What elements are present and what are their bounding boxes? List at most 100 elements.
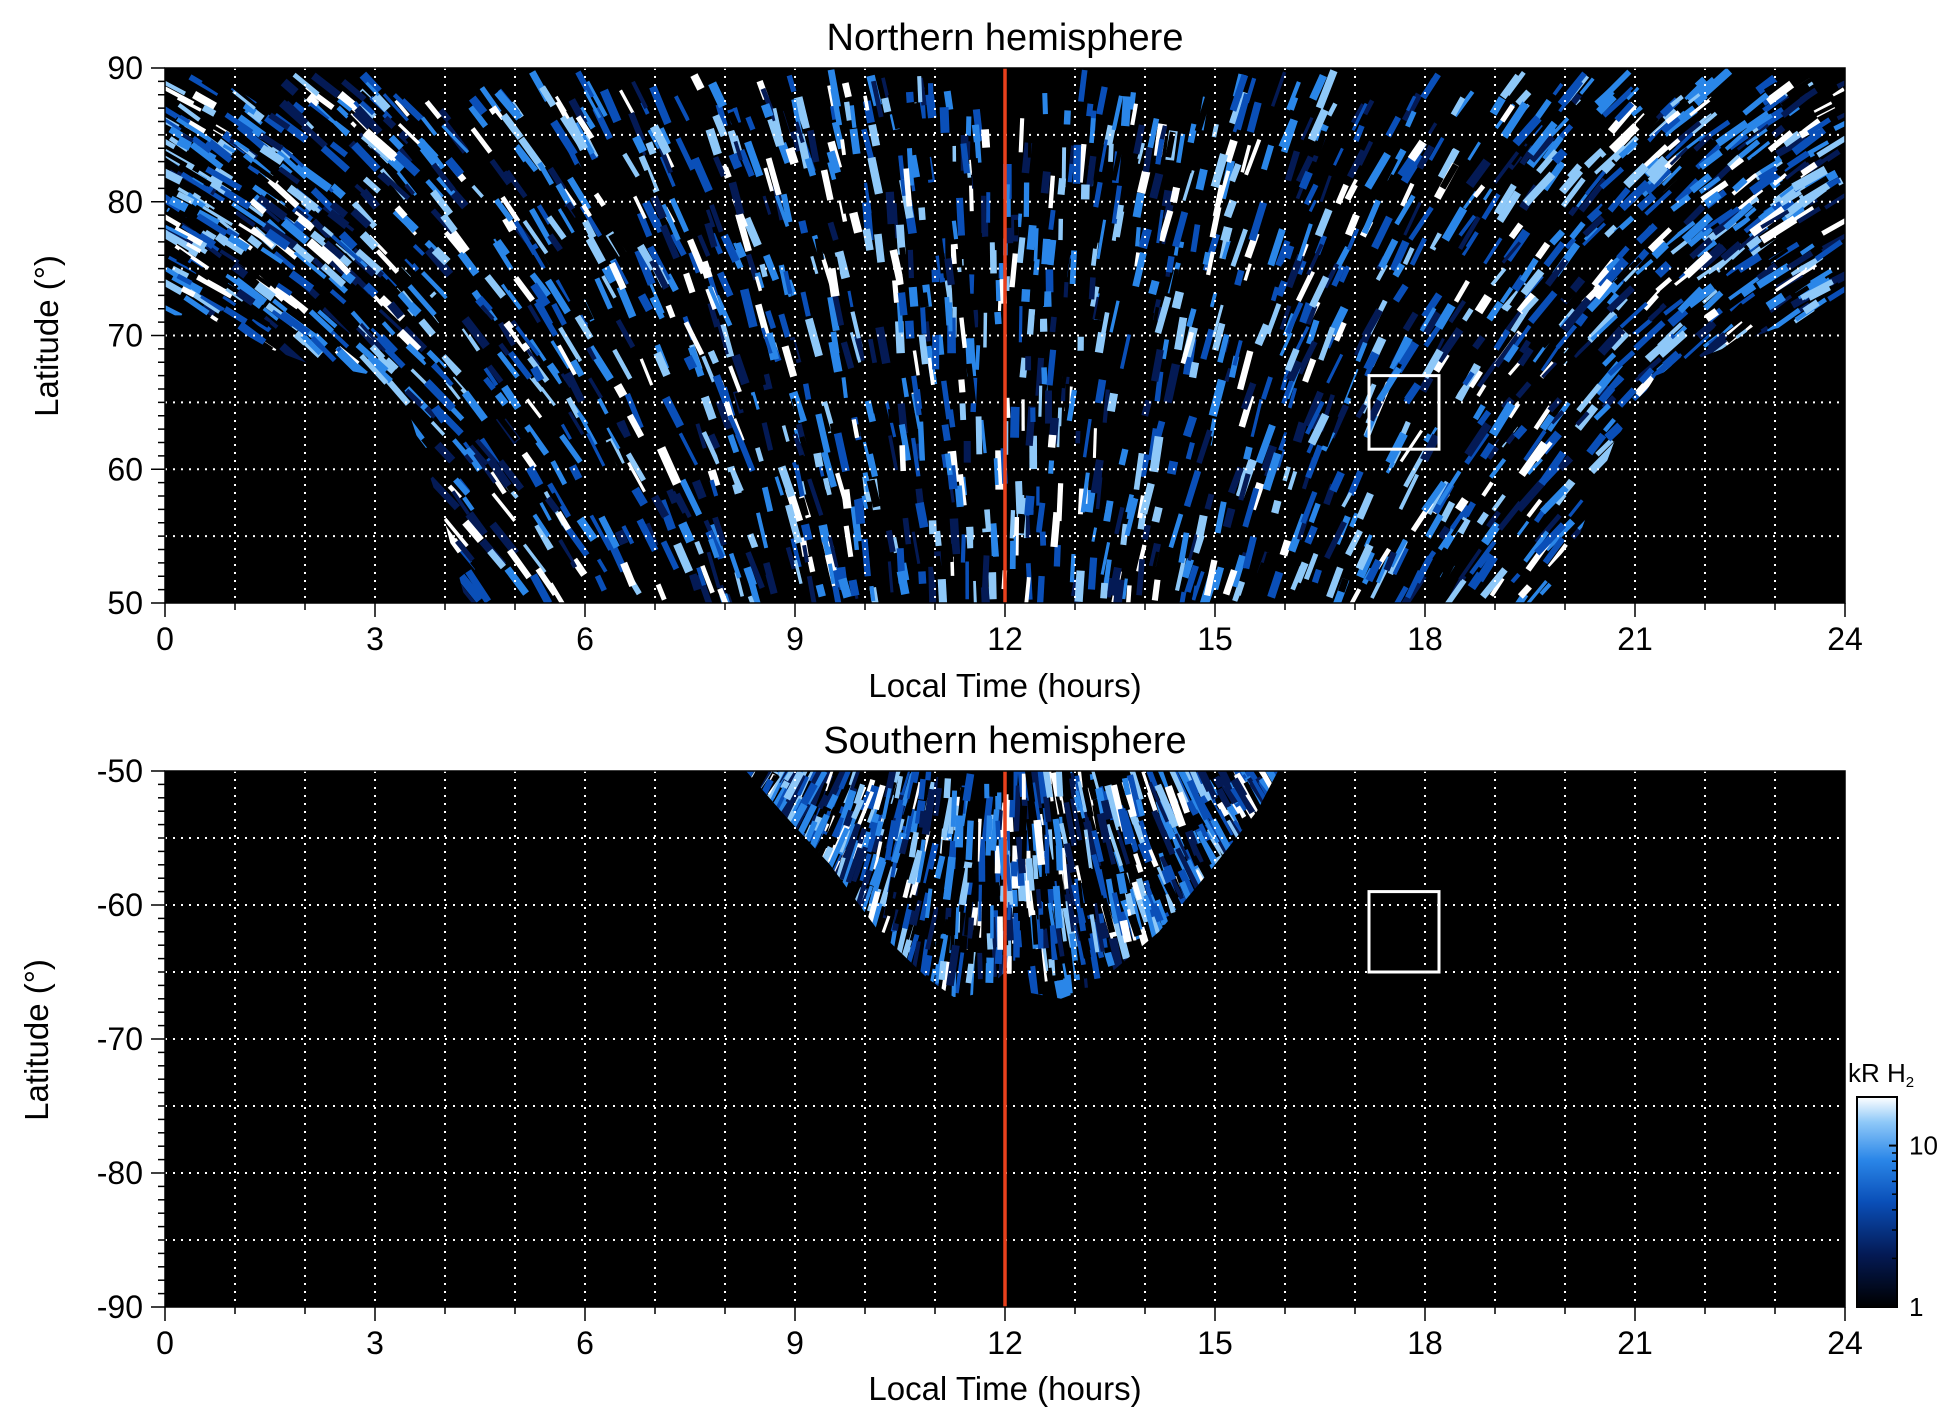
- emission-stroke: [1836, 78, 1845, 89]
- emission-stroke: [767, 117, 784, 148]
- emission-stroke: [800, 291, 811, 317]
- emission-stroke: [747, 337, 763, 365]
- emission-stroke: [762, 562, 778, 595]
- emission-stroke: [1693, 133, 1714, 154]
- emission-stroke: [1239, 174, 1252, 201]
- emission-stroke: [1135, 227, 1141, 247]
- emission-stroke: [1805, 129, 1842, 152]
- emission-stroke: [620, 561, 637, 588]
- emission-stroke: [1493, 328, 1511, 351]
- south-title: Southern hemisphere: [823, 720, 1186, 762]
- emission-stroke: [1108, 143, 1114, 162]
- emission-stroke: [311, 218, 332, 240]
- emission-stroke: [1743, 215, 1763, 234]
- emission-stroke: [1488, 401, 1516, 437]
- emission-stroke: [1063, 842, 1077, 874]
- emission-stroke: [1215, 170, 1231, 210]
- emission-stroke: [1513, 424, 1528, 440]
- emission-stroke: [1174, 557, 1187, 592]
- emission-stroke: [868, 860, 887, 905]
- emission-stroke: [1607, 187, 1631, 213]
- x-tick-label: 18: [1407, 1325, 1443, 1361]
- emission-stroke: [689, 573, 702, 592]
- emission-stroke: [1038, 385, 1043, 417]
- emission-stroke: [1527, 120, 1558, 156]
- emission-stroke: [845, 847, 863, 884]
- emission-stroke: [1192, 800, 1220, 844]
- emission-stroke: [571, 207, 584, 222]
- emission-stroke: [1230, 777, 1257, 815]
- emission-stroke: [1063, 821, 1075, 860]
- emission-stroke: [1120, 96, 1132, 127]
- emission-stroke: [884, 819, 897, 861]
- emission-stroke: [501, 384, 522, 411]
- emission-stroke: [462, 496, 475, 512]
- emission-stroke: [977, 952, 983, 980]
- emission-stroke: [279, 124, 310, 150]
- emission-stroke: [750, 391, 760, 411]
- emission-stroke: [470, 415, 490, 439]
- emission-stroke: [1326, 366, 1351, 404]
- emission-stroke: [605, 440, 627, 476]
- emission-stroke: [1033, 948, 1047, 995]
- emission-stroke: [475, 295, 493, 315]
- emission-stroke: [1472, 184, 1486, 199]
- emission-stroke: [1436, 470, 1462, 506]
- emission-stroke: [544, 496, 560, 514]
- emission-stroke: [1827, 265, 1845, 288]
- emission-stroke: [1139, 482, 1155, 515]
- emission-stroke: [1402, 247, 1415, 266]
- emission-stroke: [613, 383, 628, 399]
- emission-stroke: [1012, 360, 1019, 375]
- emission-stroke: [1151, 579, 1161, 601]
- x-tick-label: 15: [1197, 1325, 1233, 1361]
- colorbar-label: kR H2: [1848, 1058, 1914, 1091]
- emission-stroke: [659, 155, 676, 188]
- emission-stroke: [717, 587, 729, 603]
- emission-stroke: [1198, 823, 1211, 842]
- emission-stroke: [1021, 289, 1031, 303]
- emission-stroke: [1597, 326, 1626, 356]
- emission-stroke: [1243, 446, 1253, 461]
- emission-stroke: [1206, 251, 1215, 276]
- emission-stroke: [1489, 96, 1506, 116]
- emission-stroke: [1520, 579, 1548, 603]
- emission-stroke: [1534, 522, 1567, 556]
- emission-stroke: [1303, 552, 1319, 581]
- emission-stroke: [1566, 438, 1589, 463]
- emission-stroke: [263, 315, 279, 329]
- emission-stroke: [165, 86, 195, 106]
- emission-stroke: [557, 539, 578, 569]
- emission-stroke: [1802, 299, 1820, 315]
- emission-stroke: [503, 320, 530, 353]
- emission-stroke: [1583, 226, 1598, 241]
- emission-stroke: [546, 215, 567, 240]
- emission-stroke: [1803, 220, 1819, 234]
- emission-stroke: [882, 134, 892, 161]
- emission-stroke: [1814, 103, 1836, 117]
- emission-stroke: [1281, 380, 1294, 405]
- emission-stroke: [242, 102, 257, 115]
- emission-stroke: [223, 306, 248, 325]
- emission-stroke: [1040, 422, 1048, 448]
- emission-stroke: [1049, 316, 1057, 333]
- emission-stroke: [443, 302, 459, 320]
- emission-stroke: [978, 839, 985, 872]
- emission-stroke: [293, 250, 327, 280]
- emission-stroke: [205, 137, 234, 163]
- emission-stroke: [1318, 326, 1336, 361]
- emission-stroke: [522, 543, 547, 574]
- emission-stroke: [280, 218, 310, 245]
- emission-stroke: [489, 471, 507, 495]
- emission-stroke: [942, 856, 956, 901]
- emission-stroke: [1144, 814, 1154, 834]
- emission-stroke: [276, 150, 308, 180]
- emission-stroke: [1363, 534, 1373, 548]
- emission-stroke: [935, 944, 944, 984]
- emission-stroke: [1439, 500, 1456, 523]
- emission-stroke: [377, 173, 392, 187]
- emission-stroke: [1590, 418, 1604, 432]
- emission-stroke: [701, 431, 721, 465]
- emission-stroke: [1148, 279, 1160, 296]
- south-xlabel: Local Time (hours): [868, 1370, 1141, 1407]
